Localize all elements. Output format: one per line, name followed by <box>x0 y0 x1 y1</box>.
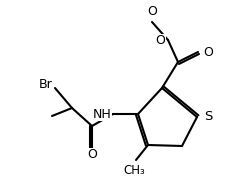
Text: O: O <box>147 5 157 18</box>
Text: O: O <box>155 35 165 48</box>
Text: NH: NH <box>92 107 111 120</box>
Text: O: O <box>87 148 97 161</box>
Text: CH₃: CH₃ <box>123 164 145 177</box>
Text: S: S <box>204 111 212 124</box>
Text: O: O <box>203 46 213 59</box>
Text: Br: Br <box>39 77 53 90</box>
